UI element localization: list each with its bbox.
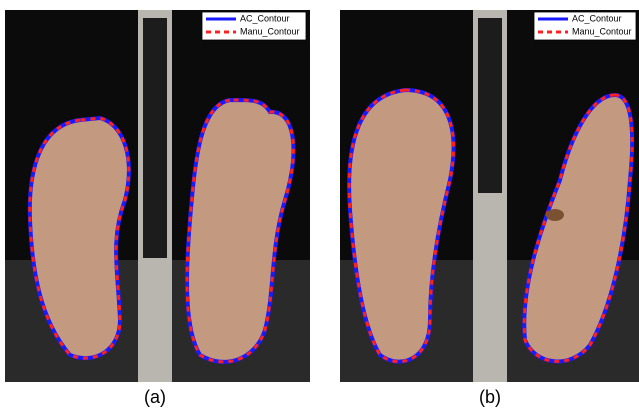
figure: AC_Contour Manu_Contour (a) AC_Contour M… <box>0 0 639 410</box>
page: {"panels": [ {"label": "(a)", "legend": … <box>0 0 639 410</box>
panel-a: AC_Contour Manu_Contour (a) <box>5 10 310 407</box>
caption: (a) <box>144 387 166 407</box>
pad <box>478 18 502 193</box>
legend-label: Manu_Contour <box>572 26 632 36</box>
caption: (b) <box>479 387 501 407</box>
legend-label: AC_Contour <box>572 13 622 23</box>
wound <box>546 209 564 221</box>
panel-b: AC_Contour Manu_Contour (b) <box>340 10 639 407</box>
legend-label: Manu_Contour <box>240 26 300 36</box>
legend-label: AC_Contour <box>240 13 290 23</box>
pad <box>143 18 167 258</box>
